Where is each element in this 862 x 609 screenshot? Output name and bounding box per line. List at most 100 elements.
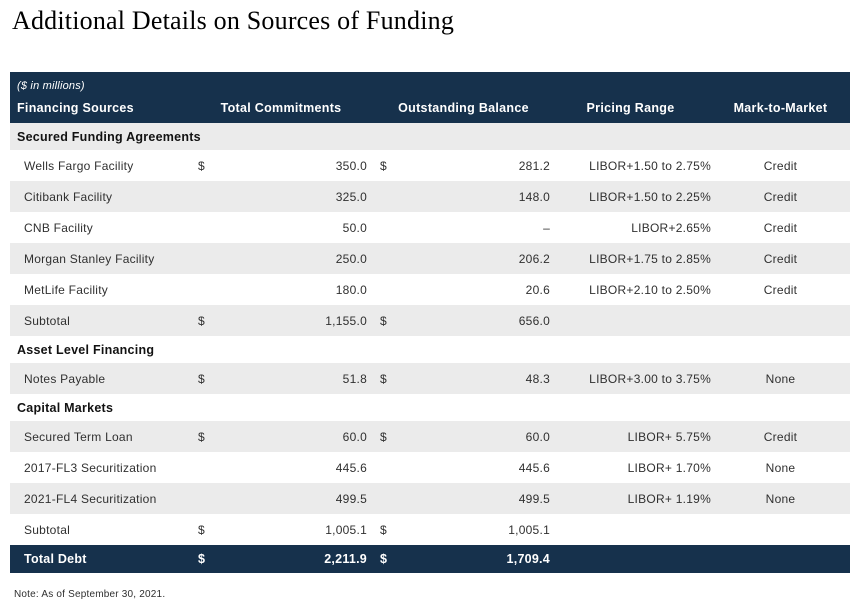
total-commitments-value: 2,211.9 xyxy=(324,552,367,566)
currency-symbol: $ xyxy=(198,429,205,444)
outstanding-balance-value: 1,005.1 xyxy=(508,522,550,537)
outstanding-balance-cell: 206.2 xyxy=(377,243,550,274)
currency-symbol: $ xyxy=(380,429,387,444)
total-commitments-cell: 445.6 xyxy=(195,452,367,483)
table-row: Citibank Facility 325.0 148.0 LIBOR+1.50 to… xyxy=(10,181,850,212)
pricing-range-value: LIBOR+1.50 to 2.75% xyxy=(589,158,711,173)
column-headers: Financing Sources Total Commitments Outs… xyxy=(10,101,850,115)
pricing-range-value: LIBOR+2.10 to 2.50% xyxy=(589,282,711,297)
section-label: Secured Funding Agreements xyxy=(17,129,201,144)
outstanding-balance-cell: 20.6 xyxy=(377,274,550,305)
mark-to-market-value: Credit xyxy=(763,220,798,235)
currency-symbol: $ xyxy=(380,313,387,328)
row-label: Citibank Facility xyxy=(24,189,113,204)
total-commitments-value: 445.6 xyxy=(335,460,367,475)
total-commitments-cell: $2,211.9 xyxy=(195,545,367,573)
mark-to-market-value: Credit xyxy=(763,429,798,444)
row-label: Subtotal xyxy=(24,313,71,328)
table-row: Subtotal $1,005.1 $1,005.1 xyxy=(10,514,850,545)
outstanding-balance-value: 48.3 xyxy=(525,371,550,386)
pricing-range-value: LIBOR+2.65% xyxy=(631,220,711,235)
row-label: Morgan Stanley Facility xyxy=(24,251,155,266)
section-label: Asset Level Financing xyxy=(17,342,155,357)
currency-symbol: $ xyxy=(380,158,387,173)
pricing-range-value: LIBOR+1.75 to 2.85% xyxy=(589,251,711,266)
section-row: Secured Funding Agreements xyxy=(10,123,850,150)
currency-symbol: $ xyxy=(198,158,205,173)
outstanding-balance-value: 206.2 xyxy=(518,251,550,266)
outstanding-balance-value: 148.0 xyxy=(518,189,550,204)
currency-symbol: $ xyxy=(380,552,388,566)
total-commitments-value: 60.0 xyxy=(342,429,367,444)
col-header-pricing-range: Pricing Range xyxy=(586,101,675,115)
mark-to-market-value: Credit xyxy=(763,282,798,297)
row-label: Notes Payable xyxy=(24,371,106,386)
funding-table: ($ in millions) Financing Sources Total … xyxy=(10,72,850,573)
page-title: Additional Details on Sources of Funding xyxy=(12,6,455,35)
outstanding-balance-value: 281.2 xyxy=(518,158,550,173)
section-row: Capital Markets xyxy=(10,394,850,421)
mark-to-market-value: Credit xyxy=(763,158,798,173)
pricing-range-value: LIBOR+3.00 to 3.75% xyxy=(589,371,711,386)
outstanding-balance-value: 656.0 xyxy=(518,313,550,328)
total-row: Total Debt $2,211.9 $1,709.4 xyxy=(10,545,850,573)
row-label: Total Debt xyxy=(24,552,87,566)
col-header-outstanding-balance: Outstanding Balance xyxy=(398,101,529,115)
row-label: Secured Term Loan xyxy=(24,429,133,444)
table-row: Subtotal $1,155.0 $656.0 xyxy=(10,305,850,336)
outstanding-balance-cell: 148.0 xyxy=(377,181,550,212)
currency-symbol: $ xyxy=(198,313,205,328)
outstanding-balance-value: 1,709.4 xyxy=(506,552,550,566)
outstanding-balance-cell: $1,709.4 xyxy=(377,545,550,573)
table-body: Secured Funding Agreements Wells Fargo Fa… xyxy=(10,123,850,573)
total-commitments-cell: 499.5 xyxy=(195,483,367,514)
table-row: 2017-FL3 Securitization 445.6 445.6 LIBOR+ … xyxy=(10,452,850,483)
outstanding-balance-cell: 445.6 xyxy=(377,452,550,483)
currency-symbol: $ xyxy=(198,522,205,537)
mark-to-market-value: Credit xyxy=(763,189,798,204)
total-commitments-cell: 180.0 xyxy=(195,274,367,305)
outstanding-balance-cell: – xyxy=(377,212,550,243)
total-commitments-value: 499.5 xyxy=(335,491,367,506)
units-label: ($ in millions) xyxy=(17,80,85,92)
total-commitments-value: 180.0 xyxy=(335,282,367,297)
col-header-mark-to-market: Mark-to-Market xyxy=(733,101,828,115)
pricing-range-value: LIBOR+ 5.75% xyxy=(627,429,711,444)
total-commitments-cell: $1,155.0 xyxy=(195,305,367,336)
total-commitments-value: 51.8 xyxy=(342,371,367,386)
total-commitments-cell: 250.0 xyxy=(195,243,367,274)
outstanding-balance-value: 445.6 xyxy=(518,460,550,475)
pricing-range-value: LIBOR+ 1.19% xyxy=(627,491,711,506)
mark-to-market-value: None xyxy=(765,371,796,386)
table-row: CNB Facility 50.0 – LIBOR+2.65% Credit xyxy=(10,212,850,243)
row-label: 2017-FL3 Securitization xyxy=(24,460,157,475)
page: Additional Details on Sources of Funding… xyxy=(0,6,862,600)
table-row: 2021-FL4 Securitization 499.5 499.5 LIBOR+ … xyxy=(10,483,850,514)
outstanding-balance-cell: $656.0 xyxy=(377,305,550,336)
total-commitments-cell: $350.0 xyxy=(195,150,367,181)
mark-to-market-value: None xyxy=(765,460,796,475)
outstanding-balance-cell: $281.2 xyxy=(377,150,550,181)
outstanding-balance-cell: 499.5 xyxy=(377,483,550,514)
total-commitments-value: 50.0 xyxy=(342,220,367,235)
outstanding-balance-cell: $1,005.1 xyxy=(377,514,550,545)
total-commitments-cell: $1,005.1 xyxy=(195,514,367,545)
section-label: Capital Markets xyxy=(17,400,114,415)
row-label: 2021-FL4 Securitization xyxy=(24,491,157,506)
total-commitments-value: 1,005.1 xyxy=(325,522,367,537)
table-row: Secured Term Loan $60.0 $60.0 LIBOR+ 5.75% C… xyxy=(10,421,850,452)
total-commitments-value: 325.0 xyxy=(335,189,367,204)
mark-to-market-value: None xyxy=(765,491,796,506)
outstanding-balance-cell: $48.3 xyxy=(377,363,550,394)
table-row: MetLife Facility 180.0 20.6 LIBOR+2.10 to 2… xyxy=(10,274,850,305)
total-commitments-cell: $51.8 xyxy=(195,363,367,394)
row-label: CNB Facility xyxy=(24,220,94,235)
currency-symbol: $ xyxy=(198,552,206,566)
pricing-range-value: LIBOR+ 1.70% xyxy=(627,460,711,475)
total-commitments-cell: 50.0 xyxy=(195,212,367,243)
row-label: Wells Fargo Facility xyxy=(24,158,134,173)
table-header: ($ in millions) Financing Sources Total … xyxy=(10,72,850,123)
total-commitments-value: 1,155.0 xyxy=(325,313,367,328)
total-commitments-value: 250.0 xyxy=(335,251,367,266)
currency-symbol: $ xyxy=(198,371,205,386)
